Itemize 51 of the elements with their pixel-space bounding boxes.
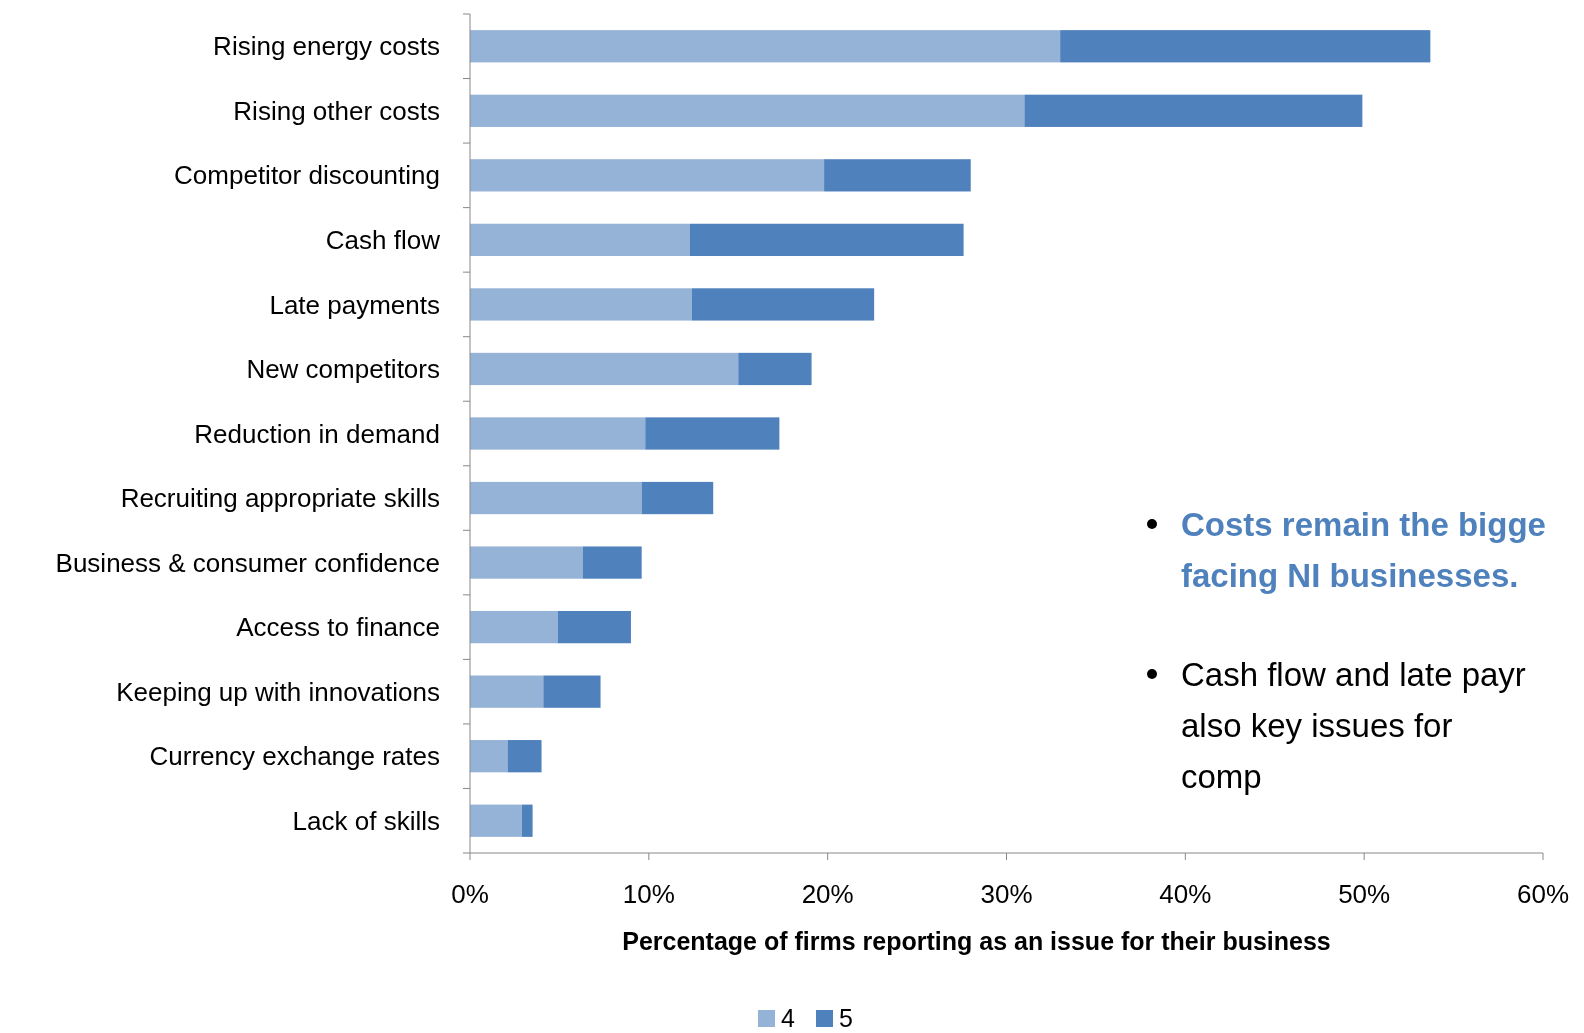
bar — [470, 352, 739, 386]
y-tick-label: Rising other costs — [233, 95, 440, 126]
y-tick-label: New competitors — [246, 354, 440, 385]
bar — [470, 481, 642, 515]
bar — [645, 417, 780, 450]
y-tick-label: Recruiting appropriate skills — [120, 483, 440, 514]
x-tick-label: 40% — [1159, 879, 1212, 909]
bar — [1024, 94, 1363, 127]
bar — [470, 740, 508, 773]
annotation: Costs remain the bigge facing NI businesses. — [1181, 506, 1546, 594]
bar — [582, 546, 642, 579]
bar — [470, 417, 646, 450]
x-tick-label: 20% — [801, 879, 854, 909]
bar — [470, 30, 1061, 63]
y-tick-label: Currency exchange rates — [149, 741, 440, 772]
legend-label: 5 — [839, 1004, 853, 1032]
x-tick-label: 10% — [622, 879, 675, 909]
x-tick-label: 30% — [980, 879, 1033, 909]
bar — [543, 675, 601, 708]
bar — [470, 288, 692, 321]
x-tick-label: 50% — [1338, 879, 1391, 909]
bar — [470, 94, 1025, 127]
y-tick-label: Reduction in demand — [194, 418, 440, 449]
bar — [689, 223, 964, 257]
bar — [557, 610, 631, 644]
bar — [470, 675, 544, 708]
y-tick-label: Keeping up with innovations — [116, 676, 440, 707]
bar — [691, 288, 875, 321]
x-tick-label: 60% — [1516, 879, 1570, 909]
bar — [470, 159, 825, 192]
bar — [641, 481, 714, 515]
bar — [507, 740, 542, 773]
bar — [470, 223, 690, 257]
bar — [521, 804, 533, 837]
y-tick-label: Late payments — [269, 289, 440, 320]
y-tick-label: Competitor discounting — [174, 160, 440, 191]
bar — [470, 610, 558, 644]
y-tick-label: Cash flow — [325, 224, 441, 255]
x-axis-title: Percentage of firms reporting as an issue for their business — [622, 927, 1331, 955]
y-tick-label: Rising energy costs — [213, 31, 440, 62]
annotation: Cash flow and late payr also key issues for comp — [1181, 656, 1526, 795]
bar — [824, 159, 971, 192]
bar — [470, 546, 583, 579]
y-tick-label: Business & consumer confidence — [55, 547, 440, 578]
y-tick-label: Lack of skills — [292, 805, 440, 836]
bar — [470, 804, 522, 837]
legend-label: 4 — [781, 1004, 795, 1032]
x-tick-label: 0% — [451, 879, 489, 909]
y-tick-label: Access to finance — [236, 612, 440, 643]
bar — [738, 352, 812, 386]
bar — [1060, 30, 1431, 63]
